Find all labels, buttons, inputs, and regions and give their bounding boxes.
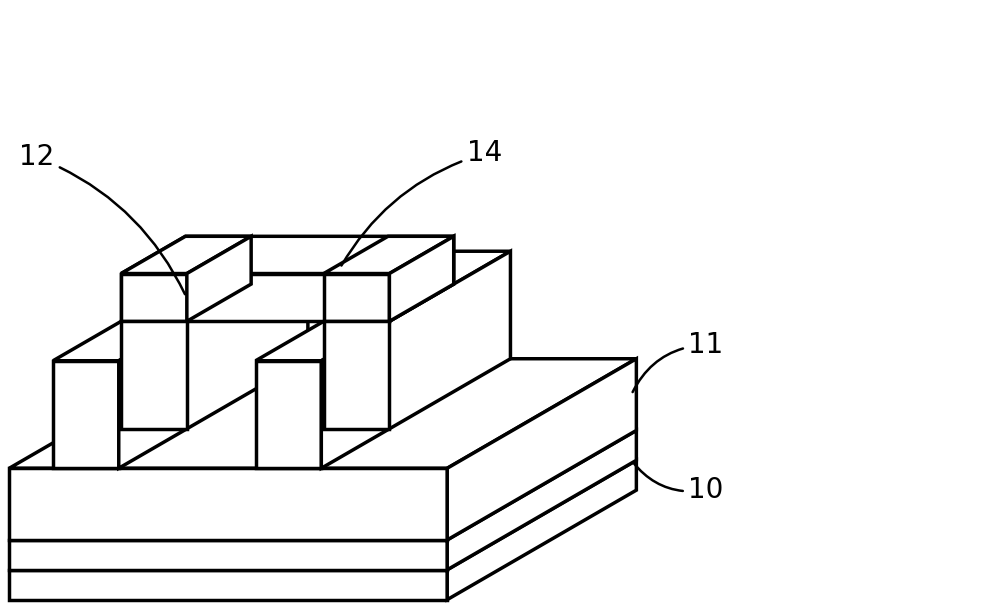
Polygon shape — [324, 273, 389, 321]
Polygon shape — [324, 321, 389, 429]
Polygon shape — [447, 359, 636, 540]
Polygon shape — [256, 251, 510, 361]
Polygon shape — [447, 430, 636, 570]
Polygon shape — [389, 237, 454, 321]
Text: 14: 14 — [341, 140, 502, 266]
Polygon shape — [121, 321, 187, 429]
Polygon shape — [187, 237, 251, 321]
Polygon shape — [447, 460, 636, 600]
Polygon shape — [121, 237, 454, 273]
Polygon shape — [324, 237, 454, 273]
Polygon shape — [9, 540, 447, 570]
Polygon shape — [389, 237, 454, 321]
Text: 12: 12 — [19, 143, 185, 294]
Polygon shape — [256, 361, 321, 468]
Polygon shape — [53, 361, 119, 468]
Polygon shape — [9, 570, 447, 600]
Polygon shape — [9, 430, 636, 540]
Polygon shape — [119, 251, 308, 468]
Polygon shape — [321, 251, 510, 468]
Polygon shape — [121, 237, 251, 273]
Polygon shape — [121, 273, 389, 321]
Polygon shape — [9, 460, 636, 570]
Text: 11: 11 — [633, 331, 724, 392]
Polygon shape — [9, 359, 636, 468]
Polygon shape — [121, 273, 187, 321]
Polygon shape — [9, 468, 447, 540]
Polygon shape — [53, 251, 308, 361]
Text: 10: 10 — [633, 462, 724, 504]
